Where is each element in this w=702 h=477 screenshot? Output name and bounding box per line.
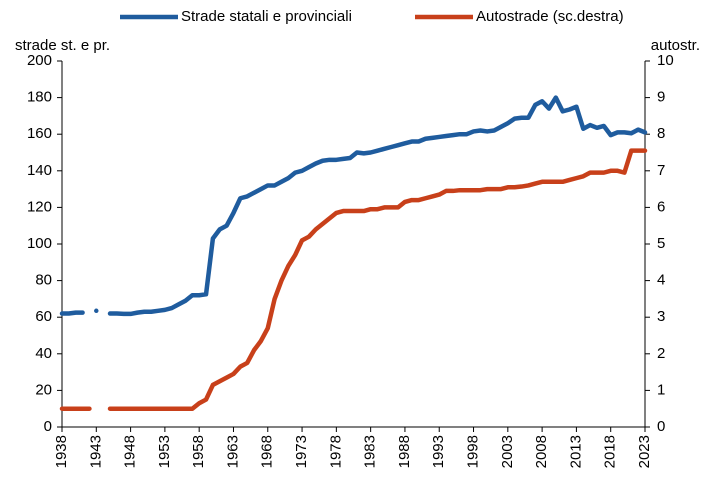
x-tick-label: 1988 bbox=[396, 435, 413, 468]
y-tick-label: 100 bbox=[27, 235, 52, 252]
legend-label: Strade statali e provinciali bbox=[181, 8, 352, 25]
x-tick-label: 1998 bbox=[464, 435, 481, 468]
y2-tick-label: 5 bbox=[657, 235, 665, 252]
y2-tick-label: 6 bbox=[657, 198, 665, 215]
y-tick-label: 140 bbox=[27, 162, 52, 179]
y2-tick-label: 1 bbox=[657, 381, 665, 398]
y2-tick-label: 9 bbox=[657, 89, 665, 106]
x-tick-label: 2013 bbox=[567, 435, 584, 468]
x-tick-label: 1973 bbox=[293, 435, 310, 468]
x-tick-label: 1963 bbox=[224, 435, 241, 468]
x-tick-label: 1948 bbox=[122, 435, 139, 468]
y-tick-label: 0 bbox=[44, 418, 52, 435]
y2-axis-title: autostr. bbox=[651, 37, 700, 54]
y2-tick-label: 10 bbox=[657, 52, 674, 69]
y-tick-label: 200 bbox=[27, 52, 52, 69]
x-tick-label: 1993 bbox=[430, 435, 447, 468]
x-tick-label: 1953 bbox=[156, 435, 173, 468]
x-tick-label: 2023 bbox=[636, 435, 653, 468]
y2-tick-label: 8 bbox=[657, 125, 665, 142]
y-tick-label: 120 bbox=[27, 198, 52, 215]
y2-tick-label: 7 bbox=[657, 162, 665, 179]
x-tick-label: 2018 bbox=[602, 435, 619, 468]
x-tick-label: 2003 bbox=[499, 435, 516, 468]
y-tick-label: 180 bbox=[27, 89, 52, 106]
y-tick-label: 80 bbox=[35, 272, 52, 289]
y2-tick-label: 4 bbox=[657, 272, 665, 289]
legend-label: Autostrade (sc.destra) bbox=[476, 8, 624, 25]
x-tick-label: 2008 bbox=[533, 435, 550, 468]
y-tick-label: 160 bbox=[27, 125, 52, 142]
y-tick-label: 40 bbox=[35, 345, 52, 362]
y-axis-title: strade st. e pr. bbox=[15, 37, 110, 54]
x-tick-label: 1958 bbox=[190, 435, 207, 468]
y2-tick-label: 2 bbox=[657, 345, 665, 362]
x-tick-label: 1978 bbox=[327, 435, 344, 468]
x-tick-label: 1943 bbox=[87, 435, 104, 468]
y2-tick-label: 0 bbox=[657, 418, 665, 435]
x-tick-label: 1983 bbox=[362, 435, 379, 468]
y-tick-label: 60 bbox=[35, 308, 52, 325]
series-line bbox=[59, 95, 648, 317]
y-tick-label: 20 bbox=[35, 381, 52, 398]
x-tick-label: 1938 bbox=[53, 435, 70, 468]
y2-tick-label: 3 bbox=[657, 308, 665, 325]
series-line bbox=[59, 148, 648, 411]
x-tick-label: 1968 bbox=[259, 435, 276, 468]
